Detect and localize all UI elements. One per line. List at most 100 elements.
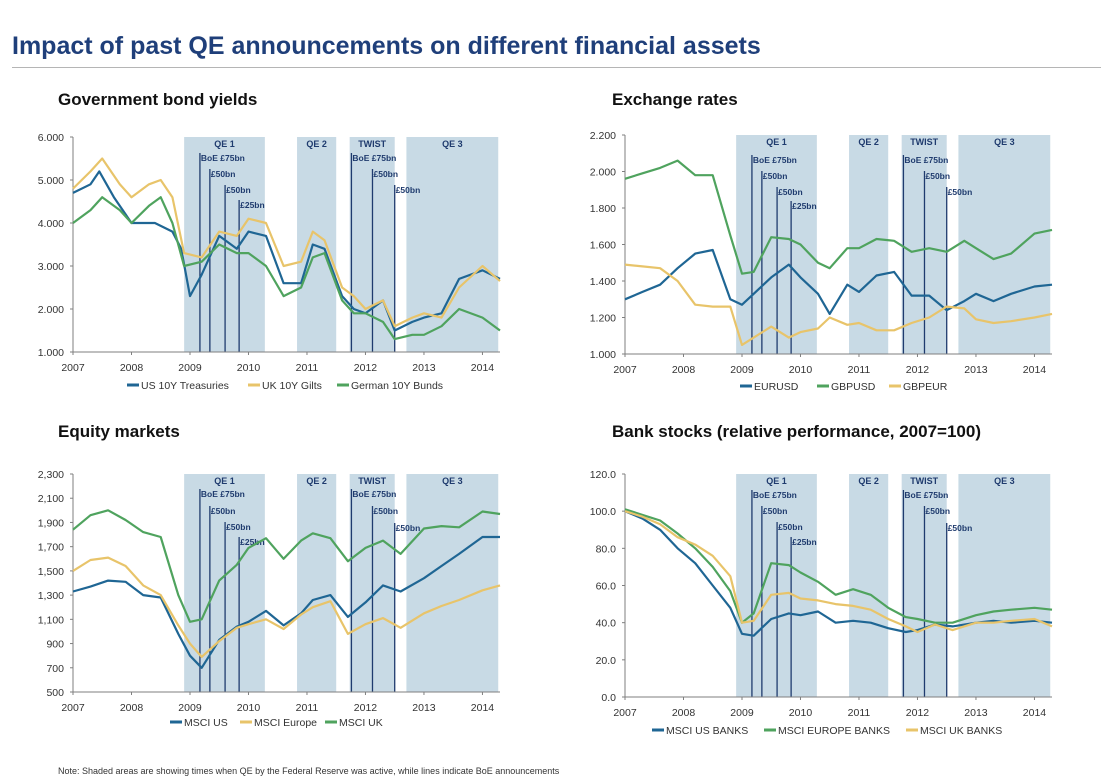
y-tick-label: 4.000 (38, 218, 64, 230)
y-tick-label: 1,300 (38, 590, 64, 602)
y-tick-label: 20.0 (596, 655, 617, 667)
boe-announcement-label: BoE £75bn (352, 153, 396, 163)
x-tick-label: 2008 (120, 362, 144, 374)
panel-title-bank-stocks: Bank stocks (relative performance, 2007=… (612, 422, 982, 441)
legend-label: GBPEUR (903, 381, 948, 393)
qe-period-shade (958, 474, 1051, 697)
qe-period-label: QE 1 (214, 139, 235, 149)
y-tick-label: 500 (46, 687, 64, 699)
qe-period-label: QE 2 (858, 137, 879, 147)
qe-period-shade (297, 474, 337, 692)
legend-label: MSCI UK (339, 717, 383, 729)
x-tick-label: 2014 (471, 362, 495, 374)
panel-title-exchange-rates: Exchange rates (612, 90, 738, 109)
x-tick-label: 2013 (964, 364, 988, 376)
qe-period-shade (406, 474, 499, 692)
y-tick-label: 1,700 (38, 542, 64, 554)
boe-announcement-label: £50bn (925, 171, 950, 181)
title-divider (12, 67, 1101, 68)
qe-period-label: QE 3 (442, 476, 463, 486)
y-tick-label: 2,300 (38, 469, 64, 481)
series-line-eurusd (624, 248, 1053, 315)
qe-period-label: QE 1 (766, 476, 787, 486)
qe-period-label: QE 1 (214, 476, 235, 486)
boe-announcement-label: £50bn (778, 187, 803, 197)
qe-period-label: QE 3 (994, 137, 1015, 147)
qe-period-label: TWIST (910, 476, 938, 486)
x-tick-label: 2010 (789, 364, 813, 376)
y-tick-label: 1.200 (590, 313, 616, 325)
boe-announcement-label: BoE £75bn (904, 490, 948, 500)
boe-announcement-label: £25bn (792, 201, 817, 211)
series-line-uk-10y-gilts (72, 157, 501, 328)
y-tick-label: 1,500 (38, 566, 64, 578)
qe-period-shade (849, 135, 889, 354)
x-tick-label: 2009 (730, 364, 754, 376)
y-tick-label: 2.200 (590, 130, 616, 142)
y-tick-label: 1.600 (590, 240, 616, 252)
y-tick-label: 6.000 (38, 132, 64, 144)
boe-announcement-label: BoE £75bn (753, 490, 797, 500)
series-line-msci-uk-banks (624, 510, 1053, 634)
boe-announcement-label: BoE £75bn (753, 155, 797, 165)
x-tick-label: 2007 (613, 364, 637, 376)
boe-announcement-label: £50bn (948, 187, 973, 197)
legend-label: MSCI US BANKS (666, 725, 748, 737)
legend-label: UK 10Y Gilts (262, 380, 322, 392)
boe-announcement-label: £25bn (240, 200, 265, 210)
x-tick-label: 2009 (178, 362, 202, 374)
qe-period-shade (297, 137, 337, 352)
x-tick-label: 2011 (296, 362, 319, 374)
x-tick-label: 2011 (848, 707, 871, 719)
x-tick-label: 2011 (848, 364, 871, 376)
x-tick-label: 2014 (471, 702, 495, 714)
x-tick-label: 2010 (237, 702, 261, 714)
y-tick-label: 5.000 (38, 175, 64, 187)
panel-title-equity-markets: Equity markets (58, 422, 180, 441)
qe-period-label: QE 1 (766, 137, 787, 147)
qe-period-label: TWIST (910, 137, 938, 147)
x-tick-label: 2007 (61, 362, 85, 374)
y-tick-label: 3.000 (38, 261, 64, 273)
y-tick-label: 1.400 (590, 276, 616, 288)
qe-period-label: QE 2 (306, 139, 327, 149)
y-tick-label: 1.000 (38, 347, 64, 359)
y-tick-label: 1,100 (38, 614, 64, 626)
boe-announcement-label: BoE £75bn (201, 153, 245, 163)
boe-announcement-label: £50bn (925, 506, 950, 516)
x-tick-label: 2009 (178, 702, 202, 714)
series-line-msci-uk (72, 509, 501, 623)
boe-announcement-label: £50bn (948, 523, 973, 533)
legend-label: MSCI US (184, 717, 228, 729)
boe-announcement-label: £50bn (396, 523, 421, 533)
y-tick-label: 80.0 (596, 543, 617, 555)
y-tick-label: 60.0 (596, 581, 617, 593)
legend-label: MSCI UK BANKS (920, 725, 1002, 737)
footnote: Note: Shaded areas are showing times whe… (58, 766, 560, 776)
boe-announcement-label: £50bn (211, 506, 236, 516)
boe-announcement-label: BoE £75bn (201, 489, 245, 499)
series-line-german-10y-bunds (72, 196, 501, 341)
legend-label: GBPUSD (831, 381, 876, 393)
boe-announcement-label: £25bn (240, 537, 265, 547)
x-tick-label: 2014 (1023, 707, 1047, 719)
qe-period-label: TWIST (358, 476, 386, 486)
boe-announcement-label: £50bn (763, 506, 788, 516)
boe-announcement-label: £50bn (226, 522, 251, 532)
boe-announcement-label: £50bn (211, 169, 236, 179)
x-tick-label: 2012 (906, 364, 930, 376)
x-tick-label: 2009 (730, 707, 754, 719)
y-tick-label: 1.800 (590, 203, 616, 215)
panel-title-bond-yields: Government bond yields (58, 90, 258, 109)
y-tick-label: 40.0 (596, 618, 617, 630)
qe-period-label: QE 3 (994, 476, 1015, 486)
series-line-gbpusd (624, 159, 1053, 275)
series-line-msci-europe (72, 556, 501, 659)
y-tick-label: 1.000 (590, 349, 616, 361)
qe-period-label: QE 2 (306, 476, 327, 486)
y-tick-label: 2.000 (38, 304, 64, 316)
